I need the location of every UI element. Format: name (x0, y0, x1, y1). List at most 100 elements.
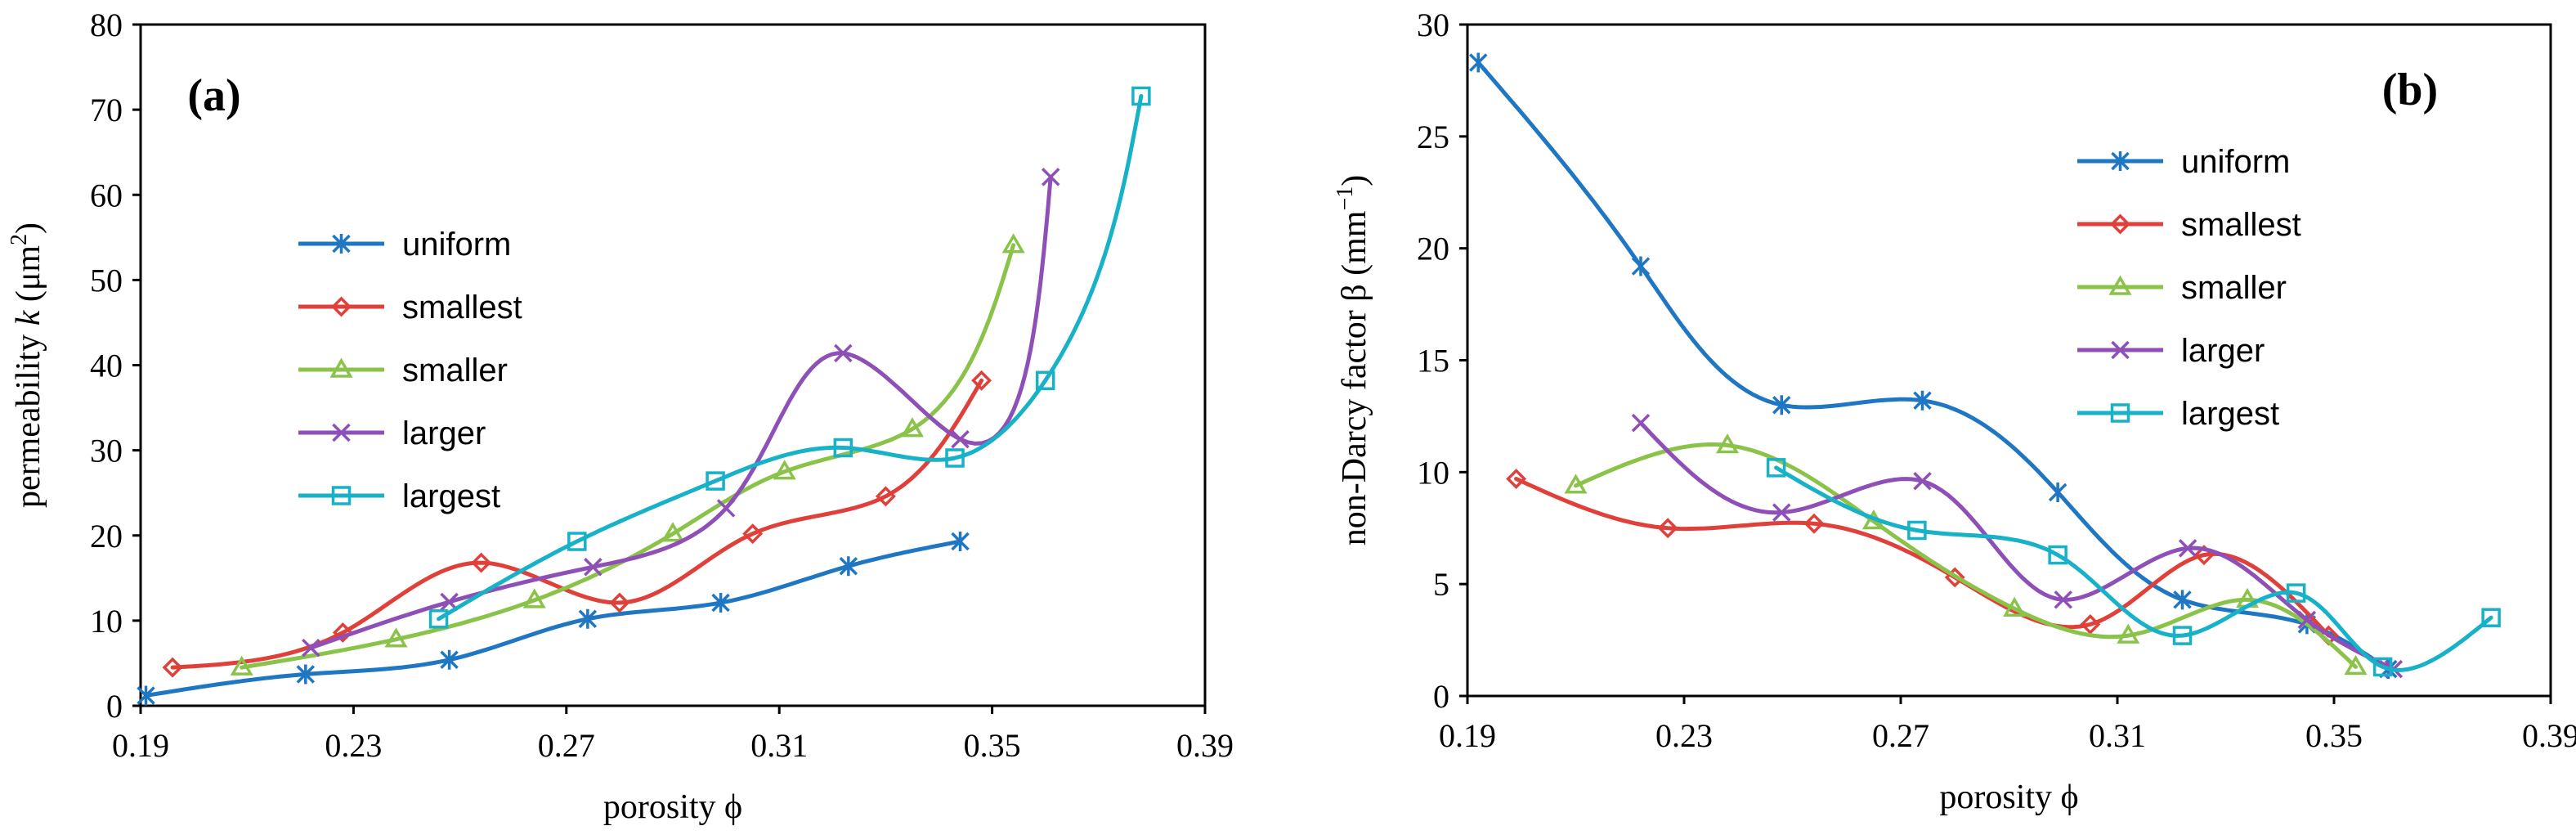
data-point-smaller (2117, 623, 2140, 644)
legend-marker-uniform (2111, 151, 2130, 171)
plot-frame (139, 23, 1207, 707)
x-axis-title: porosity ϕ (603, 788, 742, 826)
data-point-largest (706, 471, 725, 491)
y-title-sup: −1 (1333, 186, 1358, 211)
legend: uniform smallest smaller larger largest (298, 227, 522, 514)
data-point-smaller (384, 627, 408, 648)
legend-marker-smallest (2110, 213, 2130, 235)
data-point-larger (1631, 413, 1651, 433)
data-point-smaller (773, 460, 796, 480)
legend: uniform smallest smaller larger largest (2077, 144, 2301, 432)
y-tick-label: 15 (1417, 343, 1449, 379)
legend-marker-uniform (332, 234, 351, 254)
x-tick-label: 0.23 (325, 727, 382, 764)
data-point-larger (951, 429, 970, 449)
series-line-larger (1638, 420, 2396, 671)
data-point-uniform (1772, 395, 1791, 415)
series-larger (302, 168, 1060, 658)
series-line-smaller (240, 243, 1016, 670)
legend-label-larger: larger (402, 415, 486, 451)
x-tick-label: 0.31 (750, 727, 808, 764)
legend-label-uniform: uniform (2181, 144, 2290, 180)
data-point-largest (945, 448, 965, 468)
data-point-uniform (951, 532, 970, 552)
legend-label-largest: largest (2181, 396, 2279, 432)
legend-label-larger: larger (2181, 333, 2265, 369)
data-point-larger (716, 499, 736, 518)
panel-label: (a) (187, 70, 240, 121)
data-point-smaller (900, 417, 924, 438)
data-point-largest (1131, 86, 1151, 106)
data-point-uniform (440, 649, 459, 670)
legend-marker-larger (2111, 340, 2130, 360)
series-line-smaller (1574, 442, 2358, 669)
y-tick-label: 50 (90, 262, 123, 299)
data-point-largest (2286, 583, 2306, 603)
data-point-smaller (2344, 654, 2368, 676)
data-point-smallest (332, 622, 353, 643)
x-tick-label: 0.39 (1176, 727, 1234, 764)
x-tick-label: 0.23 (1655, 717, 1713, 754)
data-point-uniform (839, 556, 858, 577)
data-point-largest (1907, 520, 1927, 541)
y-title-sup: 2 (7, 234, 32, 245)
legend-marker-smallest (331, 296, 352, 317)
data-point-smallest (875, 486, 896, 507)
legend-label-smaller: smaller (402, 352, 508, 388)
x-tick-label: 0.27 (538, 727, 595, 764)
data-point-smaller (1564, 474, 1588, 494)
series-uniform (137, 532, 970, 706)
data-point-smaller (522, 588, 546, 608)
data-point-smallest (742, 523, 764, 545)
chart-panel-a: 0.19 0.23 0.27 0.31 0.35 0.39 0 10 20 30 40 50 60 70 8… (7, 7, 1234, 826)
series-largest (1766, 458, 2501, 677)
data-point-larger (1041, 168, 1060, 186)
y-tick-label: 25 (1417, 119, 1449, 155)
data-point-smaller (2003, 596, 2027, 617)
series-line-uniform (1476, 61, 2390, 671)
data-point-larger (2297, 610, 2317, 630)
data-point-larger (302, 638, 320, 658)
data-point-larger (584, 558, 603, 577)
data-point-larger (1772, 503, 1791, 522)
data-point-uniform (2173, 590, 2192, 610)
y-tick-label: 60 (90, 177, 123, 213)
plot-frame (1466, 23, 2552, 698)
y-title-part: ) (1336, 175, 1373, 186)
series-smaller (230, 233, 1025, 676)
legend-label-smaller: smaller (2181, 270, 2287, 306)
data-point-largest (1035, 370, 1055, 390)
y-tick-label: 80 (90, 7, 123, 43)
data-point-largest (2048, 545, 2068, 565)
data-point-larger (2054, 590, 2072, 609)
legend-marker-larger (332, 423, 351, 442)
x-tick-label: 0.39 (2522, 717, 2576, 754)
y-tick-label: 30 (1417, 7, 1449, 43)
y-tick-label: 5 (1433, 566, 1449, 603)
data-point-larger (834, 343, 853, 363)
chart-panel-b: 0.19 0.23 0.27 0.31 0.35 0.39 0 5 10 15 20 25 30 poro… (1333, 7, 2576, 816)
data-point-uniform (137, 685, 155, 706)
y-title-part: non-Darcy factor β (mm (1336, 210, 1373, 545)
x-tick-label: 0.35 (2305, 717, 2363, 754)
data-point-uniform (1631, 256, 1651, 276)
data-point-uniform (1469, 52, 1488, 73)
data-point-largest (2481, 608, 2501, 627)
data-point-smaller (230, 655, 253, 676)
legend-label-smallest: smallest (402, 290, 522, 325)
data-point-largest (2172, 626, 2193, 645)
data-point-smaller (1001, 233, 1025, 254)
legend-label-uniform: uniform (402, 227, 511, 263)
data-point-smallest (1506, 469, 1527, 490)
series-line-smallest (170, 378, 984, 670)
y-title-part: ) (10, 222, 47, 234)
data-point-smaller (661, 522, 685, 542)
legend-marker-largest (2110, 403, 2130, 423)
data-point-uniform (1913, 390, 1932, 411)
series-larger (1631, 413, 2404, 679)
x-axis-title: porosity ϕ (1939, 779, 2078, 816)
data-point-smallest (1657, 518, 1678, 539)
y-axis-title: non-Darcy factor β (mm−1) (1333, 175, 1373, 546)
y-tick-label: 0 (106, 688, 123, 725)
